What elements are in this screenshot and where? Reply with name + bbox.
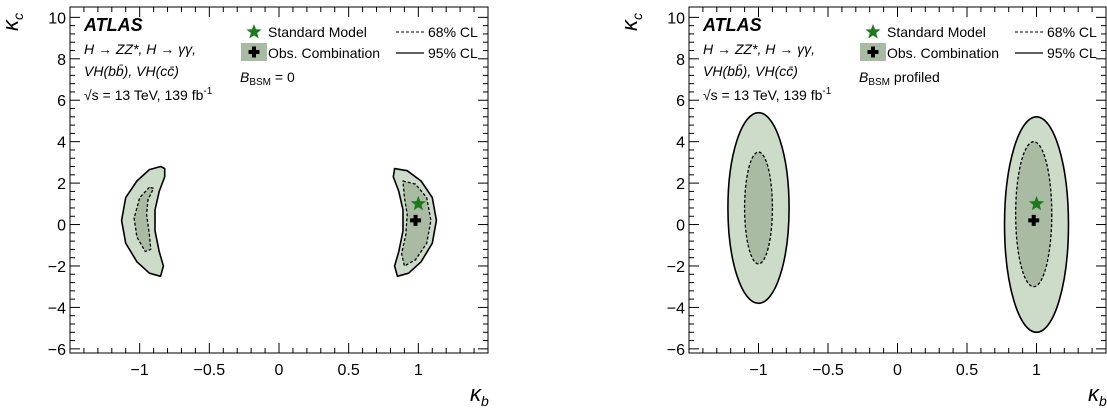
y-tick-label: −2	[667, 259, 685, 276]
y-tick-label: 10	[48, 10, 66, 27]
x-tick-label: 0.5	[338, 362, 360, 379]
standard-model-point	[1028, 195, 1045, 211]
scenario-tail: = 0	[271, 69, 295, 85]
legend-sm-label: Standard Model	[887, 24, 986, 40]
y-tick-label: 6	[57, 93, 66, 110]
legend-obs-label: Obs. Combination	[268, 45, 380, 61]
energy-lumi-sup: -1	[822, 86, 831, 97]
process-line-2: VH(bb̄), VH(cc̄)	[703, 63, 798, 79]
y-tick-label: 10	[667, 10, 685, 27]
experiment-label: ATLAS	[702, 15, 762, 35]
x-tick-label: 1	[1032, 362, 1041, 379]
y-tick-label: −2	[48, 259, 66, 276]
best-fit-point	[410, 214, 422, 226]
chart-panel-1: −1 −0.5 0 0.5 1 −6 −4 −2 0 2 4 6 8 10 κb κc ATLAS H → ZZ*…	[0, 6, 489, 409]
y-tick-label: −6	[48, 342, 66, 359]
contour-68cl-1	[743, 151, 774, 265]
x-tick-label: 0.5	[956, 362, 978, 379]
x-axis-label: κb	[1088, 381, 1107, 409]
legend-cross-icon	[867, 46, 879, 58]
x-axis-label-sub: b	[1099, 393, 1107, 409]
legend-obs-label: Obs. Combination	[887, 45, 999, 61]
experiment-label: ATLAS	[83, 15, 143, 35]
energy-lumi-label: √s = 13 TeV, 139 fb-1	[703, 86, 832, 103]
contour-68cl-2	[1014, 141, 1053, 288]
x-tick-label: −0.5	[812, 362, 844, 379]
y-tick-label: −4	[48, 300, 66, 317]
x-axis-label: κb	[470, 381, 489, 409]
legend-68-label: 68% CL	[1047, 24, 1097, 40]
scenario-sub: BSM	[249, 77, 271, 88]
x-tick-label: −0.5	[194, 362, 226, 379]
scenario-tail: profiled	[890, 69, 940, 85]
legend-cross-icon	[248, 46, 260, 58]
y-tick-label: 0	[57, 218, 66, 235]
scenario-label: BBSM profiled	[859, 69, 940, 88]
process-line-1: H → ZZ*, H → γγ,	[84, 41, 196, 57]
legend-95-label: 95% CL	[1047, 45, 1097, 61]
x-tick-label: −1	[131, 362, 149, 379]
y-tick-label: −4	[667, 300, 685, 317]
standard-model-point	[410, 195, 426, 211]
process-line-2: VH(bb̄), VH(cc̄)	[84, 63, 179, 79]
scenario-label: BBSM = 0	[240, 69, 295, 88]
y-axis-label: κc	[0, 13, 26, 31]
y-tick-label: 0	[676, 218, 685, 235]
legend-68-label: 68% CL	[428, 24, 478, 40]
process-line-1: H → ZZ*, H → γγ,	[703, 41, 815, 57]
y-axis-label: κc	[617, 13, 645, 31]
x-tick-label: 0	[275, 362, 284, 379]
y-axis-label-sub: c	[10, 13, 26, 20]
y-tick-label: 2	[676, 176, 685, 193]
y-axis-label-sub: c	[629, 13, 645, 20]
y-tick-label: 2	[57, 176, 66, 193]
y-tick-label: −6	[667, 342, 685, 359]
legend-star-icon	[865, 24, 881, 39]
x-tick-label: 0	[893, 362, 902, 379]
x-axis-label-sub: b	[481, 393, 489, 409]
chart-panel-2: −1 −0.5 0 0.5 1 −6 −4 −2 0 2 4 6 8 10 κb κc ATLAS H → ZZ*…	[617, 6, 1107, 409]
legend-sm-label: Standard Model	[268, 24, 367, 40]
energy-lumi-sup: -1	[203, 86, 212, 97]
x-tick-label: −1	[749, 362, 767, 379]
contour-68cl-1	[133, 186, 155, 253]
best-fit-point	[1028, 214, 1040, 226]
energy-lumi-label: √s = 13 TeV, 139 fb-1	[84, 86, 213, 103]
y-tick-label: 8	[676, 52, 685, 69]
y-tick-label: 4	[676, 135, 685, 152]
y-tick-label: 6	[676, 93, 685, 110]
y-tick-label: 8	[57, 52, 66, 69]
plot-area	[120, 165, 438, 278]
scenario-sub: BSM	[868, 77, 890, 88]
x-tick-label: 1	[414, 362, 423, 379]
plot-area	[727, 111, 1070, 334]
legend-star-icon	[246, 24, 262, 39]
y-tick-label: 4	[57, 135, 66, 152]
legend-95-label: 95% CL	[428, 45, 478, 61]
